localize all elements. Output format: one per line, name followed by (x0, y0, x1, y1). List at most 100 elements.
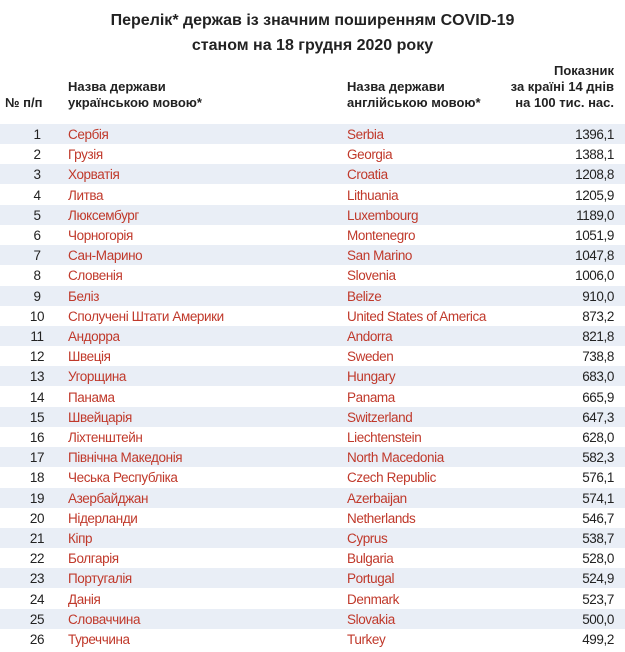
country-english: Luxembourg (347, 207, 419, 223)
country-ukrainian: Швейцарія (68, 409, 132, 425)
country-ukrainian: Хорватія (68, 167, 120, 183)
country-english: Slovenia (347, 268, 396, 284)
country-english: Azerbaijan (347, 490, 407, 506)
row-number: 15 (29, 409, 45, 425)
indicator-value: 665,9 (582, 389, 614, 405)
row-number: 6 (33, 228, 41, 243)
indicator-value: 538,7 (582, 531, 614, 546)
country-english: Sweden (347, 349, 394, 365)
indicator-value: 1208,8 (575, 167, 614, 183)
column-header: на 100 тис. нас. (515, 95, 614, 110)
table-row: 13 Угорщина Hungary 683,0 (0, 366, 625, 387)
row-number: 13 (29, 369, 45, 385)
table-row: 11 Андорра Andorra 821,8 (0, 326, 625, 346)
country-ukrainian: Данія (68, 591, 101, 607)
indicator-value: 1396,1 (575, 127, 614, 142)
table-row: 18 Чеська Республіка Czech Republic 576,1 (0, 467, 625, 487)
country-ukrainian: Литва (68, 187, 104, 203)
country-ukrainian: Люксембург (68, 207, 139, 223)
table-row: 16 Ліхтенштейн Liechtenstein 628,0 (0, 427, 625, 447)
country-english: Switzerland (347, 409, 413, 425)
indicator-value: 873,2 (582, 308, 614, 324)
indicator-value: 1205,9 (575, 187, 614, 203)
country-english: Belize (347, 288, 382, 304)
country-ukrainian: Чорногорія (68, 228, 133, 243)
indicator-value: 628,0 (582, 430, 614, 445)
country-english: Portugal (347, 571, 395, 587)
row-number: 14 (29, 389, 45, 405)
row-number: 1 (33, 127, 41, 142)
table-row: 20 Нідерланди Netherlands 546,7 (0, 508, 625, 528)
column-header: Показник (554, 63, 614, 78)
indicator-value: 499,2 (582, 632, 614, 647)
indicator-value: 574,1 (582, 490, 614, 506)
country-ukrainian: Північна Македонія (68, 450, 183, 466)
table-row: 6 Чорногорія Montenegro 1051,9 (0, 225, 625, 245)
table-row: 1 Сербія Serbia 1396,1 (0, 124, 625, 144)
country-english: United States of America (347, 308, 486, 324)
country-english: Croatia (347, 167, 388, 183)
country-ukrainian: Сан-Марино (68, 248, 143, 264)
row-number: 24 (29, 591, 45, 607)
country-english: Hungary (347, 369, 396, 385)
country-ukrainian: Угорщина (68, 369, 127, 385)
country-ukrainian: Болгарія (68, 551, 119, 567)
country-english: Czech Republic (347, 470, 436, 486)
table-row: 26 Туреччина Turkey 499,2 (0, 629, 625, 649)
country-ukrainian: Туреччина (68, 632, 130, 647)
indicator-value: 1047,8 (575, 248, 614, 264)
country-english: Panama (347, 389, 395, 405)
indicator-value: 528,0 (582, 551, 614, 567)
row-number: 2 (33, 147, 41, 163)
country-ukrainian: Сербія (68, 127, 109, 142)
table-row: 22 Болгарія Bulgaria 528,0 (0, 548, 625, 568)
country-ukrainian: Ліхтенштейн (68, 430, 143, 445)
row-number: 7 (33, 248, 41, 264)
row-number: 4 (33, 187, 41, 203)
country-ukrainian: Андорра (68, 329, 120, 344)
row-number: 8 (33, 268, 41, 284)
table-row: 7 Сан-Марино San Marino 1047,8 (0, 245, 625, 266)
table-row: 14 Панама Panama 665,9 (0, 387, 625, 407)
country-english: Cyprus (347, 531, 388, 546)
column-header: Назва держави (347, 79, 445, 94)
table-row: 5 Люксембург Luxembourg 1189,0 (0, 204, 625, 225)
column-header: за країні 14 днів (510, 79, 614, 94)
column-header: українською мовою* (68, 95, 202, 110)
row-number: 20 (29, 510, 45, 526)
table-row: 24 Данія Denmark 523,7 (0, 589, 625, 609)
indicator-value: 647,3 (582, 409, 614, 425)
row-number: 5 (33, 207, 41, 223)
row-number: 11 (30, 329, 44, 344)
country-english: Liechtenstein (347, 430, 422, 445)
row-number: 19 (29, 490, 45, 506)
country-english: Lithuania (347, 187, 399, 203)
country-ukrainian: Португалія (68, 571, 132, 587)
country-english: Bulgaria (347, 551, 394, 567)
country-ukrainian: Словенія (68, 268, 123, 284)
row-number: 17 (29, 450, 45, 466)
table-row: 9 Беліз Belize 910,0 (0, 285, 625, 306)
country-english: Slovakia (347, 611, 395, 627)
row-number: 21 (29, 531, 45, 546)
country-english: Montenegro (347, 228, 416, 243)
indicator-value: 821,8 (582, 329, 614, 344)
country-ukrainian: Грузія (68, 147, 103, 163)
indicator-value: 683,0 (582, 369, 614, 385)
row-number: 18 (29, 470, 45, 486)
table-row: 25 Словаччина Slovakia 500,0 (0, 608, 625, 629)
table-row: 15 Швейцарія Switzerland 647,3 (0, 406, 625, 427)
row-number: 10 (29, 308, 45, 324)
indicator-value: 1006,0 (575, 268, 614, 284)
country-english: Georgia (347, 147, 393, 163)
title-line: станом на 18 грудня 2020 року (191, 37, 434, 54)
indicator-value: 1189,0 (576, 207, 614, 223)
country-ukrainian: Кіпр (68, 531, 93, 546)
indicator-value: 500,0 (582, 611, 614, 627)
country-ukrainian: Чеська Республіка (68, 470, 178, 486)
country-ukrainian: Сполучені Штати Америки (68, 308, 224, 324)
indicator-value: 524,9 (582, 571, 614, 587)
row-number: 9 (33, 288, 41, 304)
title-line: Перелік* держав із значним поширенням CO… (110, 12, 515, 29)
